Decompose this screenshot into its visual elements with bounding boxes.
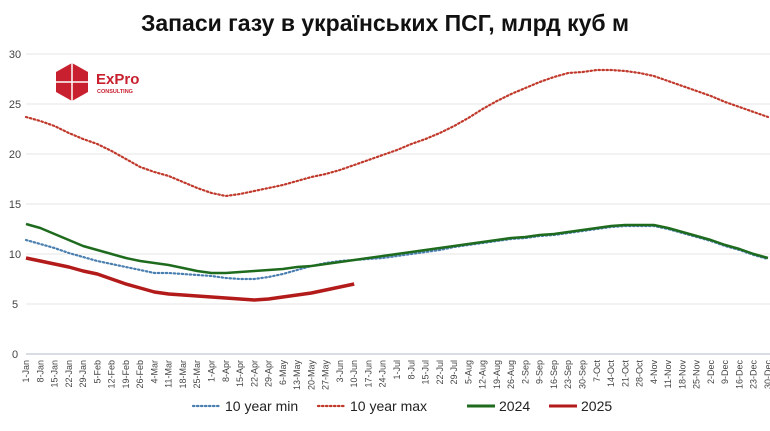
x-tick-label: 20-May	[306, 360, 316, 391]
x-tick-label: 29-Jul	[449, 360, 459, 385]
x-tick-label: 5-Feb	[92, 360, 102, 384]
x-tick-label: 17-Jun	[363, 360, 373, 388]
x-tick-label: 6-May	[278, 360, 288, 386]
x-tick-label: 2-Sep	[520, 360, 530, 384]
x-tick-label: 14-Oct	[606, 360, 616, 388]
x-tick-label: 13-May	[292, 360, 302, 391]
series-line-2024	[25, 222, 769, 275]
x-tick-label: 23-Sep	[563, 360, 573, 389]
x-tick-label: 23-Dec	[749, 360, 759, 390]
x-tick-label: 15-Jan	[50, 360, 60, 388]
x-tick-label: 9-Sep	[535, 360, 545, 384]
x-tick-label: 10-Jun	[349, 360, 359, 388]
x-tick-label: 21-Oct	[620, 360, 630, 388]
y-tick-label: 25	[9, 99, 21, 111]
x-tick-label: 8-Apr	[221, 360, 231, 382]
x-tick-label: 19-Feb	[121, 360, 131, 389]
x-tick-label: 24-Jun	[378, 360, 388, 388]
x-tick-label: 9-Dec	[720, 360, 730, 385]
x-tick-label: 30-Dec	[763, 360, 770, 390]
x-tick-label: 25-Nov	[692, 360, 702, 390]
x-tick-label: 4-Mar	[149, 360, 159, 384]
x-tick-label: 22-Jan	[64, 360, 74, 388]
y-tick-label: 5	[12, 299, 18, 311]
legend-label: 10 year max	[350, 398, 427, 414]
x-tick-label: 8-Jul	[406, 360, 416, 380]
x-tick-label: 29-Jan	[78, 360, 88, 388]
x-tick-label: 1-Apr	[207, 360, 217, 382]
x-tick-label: 12-Feb	[107, 360, 117, 389]
x-tick-label: 3-Jun	[335, 360, 345, 383]
chart-title: Запаси газу в українських ПСГ, млрд куб …	[140, 10, 630, 36]
legend-label: 2024	[499, 398, 530, 414]
x-tick-label: 18-Nov	[677, 360, 687, 390]
y-tick-label: 0	[12, 349, 18, 361]
x-tick-label: 11-Mar	[164, 360, 174, 388]
x-tick-label: 12-Aug	[478, 360, 488, 389]
x-tick-label: 1-Jul	[392, 360, 402, 380]
x-tick-label: 26-Feb	[135, 360, 145, 389]
y-tick-label: 10	[9, 249, 21, 261]
x-tick-label: 22-Apr	[249, 360, 259, 387]
series-line-10-year-max	[24, 68, 770, 198]
x-tick-label: 4-Nov	[649, 360, 659, 385]
x-tick-label: 25-Mar	[192, 360, 202, 389]
x-tick-label: 16-Sep	[549, 360, 559, 389]
x-tick-label: 18-Mar	[178, 360, 188, 389]
x-tick-label: 27-May	[321, 360, 331, 391]
x-tick-label: 16-Dec	[734, 360, 744, 390]
y-tick-label: 15	[9, 199, 21, 211]
x-tick-label: 5-Aug	[463, 360, 473, 384]
x-tick-label: 22-Jul	[435, 360, 445, 385]
series-line-10-year-min	[24, 224, 770, 281]
x-tick-label: 15-Jul	[421, 360, 431, 385]
x-tick-label: 15-Apr	[235, 360, 245, 387]
x-tick-label: 8-Jan	[35, 360, 45, 383]
x-tick-label: 11-Nov	[663, 360, 673, 389]
x-tick-label: 1-Jan	[21, 360, 31, 383]
logo-text: ExPro	[96, 71, 139, 88]
series-line-2025	[25, 256, 355, 302]
x-tick-label: 26-Aug	[506, 360, 516, 389]
x-tick-label: 30-Sep	[578, 360, 588, 389]
x-tick-label: 19-Aug	[492, 360, 502, 389]
legend-label: 10 year min	[225, 398, 298, 414]
logo-subtext: CONSULTING	[97, 89, 133, 95]
x-tick-label: 29-Apr	[264, 360, 274, 387]
legend-label: 2025	[581, 398, 612, 414]
x-tick-label: 28-Oct	[635, 360, 645, 388]
y-tick-label: 20	[9, 149, 21, 161]
x-tick-label: 7-Oct	[592, 360, 602, 383]
y-tick-label: 30	[9, 49, 21, 61]
x-tick-label: 2-Dec	[706, 360, 716, 385]
